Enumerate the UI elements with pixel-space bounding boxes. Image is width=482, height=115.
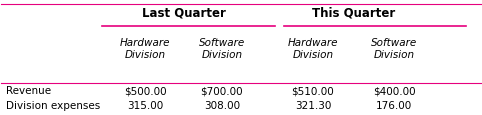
Text: $510.00: $510.00 [292, 86, 334, 96]
Text: $500.00: $500.00 [124, 86, 166, 96]
Text: Revenue: Revenue [6, 86, 51, 96]
Text: Division expenses: Division expenses [6, 100, 100, 110]
Text: 176.00: 176.00 [376, 100, 413, 110]
Text: 308.00: 308.00 [204, 100, 240, 110]
Text: $700.00: $700.00 [201, 86, 243, 96]
Text: Software
Division: Software Division [371, 38, 417, 59]
Text: 315.00: 315.00 [127, 100, 163, 110]
Text: 321.30: 321.30 [295, 100, 331, 110]
Text: Software
Division: Software Division [199, 38, 245, 59]
Text: $400.00: $400.00 [373, 86, 415, 96]
Text: Last Quarter: Last Quarter [142, 6, 226, 19]
Text: This Quarter: This Quarter [312, 6, 395, 19]
Text: Hardware
Division: Hardware Division [120, 38, 171, 59]
Text: Hardware
Division: Hardware Division [288, 38, 338, 59]
